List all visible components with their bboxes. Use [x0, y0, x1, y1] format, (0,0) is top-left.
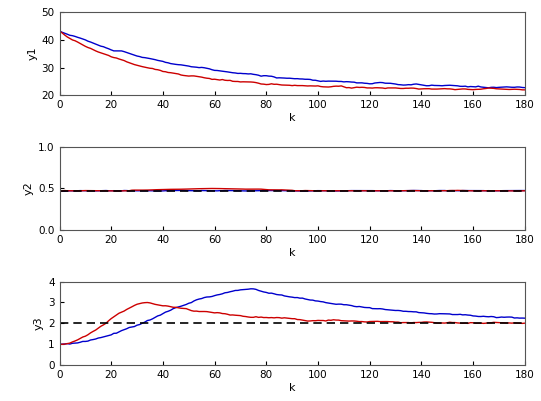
X-axis label: k: k	[289, 248, 295, 258]
Y-axis label: y2: y2	[24, 182, 34, 195]
X-axis label: k: k	[289, 113, 295, 123]
Y-axis label: y1: y1	[28, 47, 37, 61]
X-axis label: k: k	[289, 383, 295, 393]
Y-axis label: y3: y3	[34, 316, 44, 330]
